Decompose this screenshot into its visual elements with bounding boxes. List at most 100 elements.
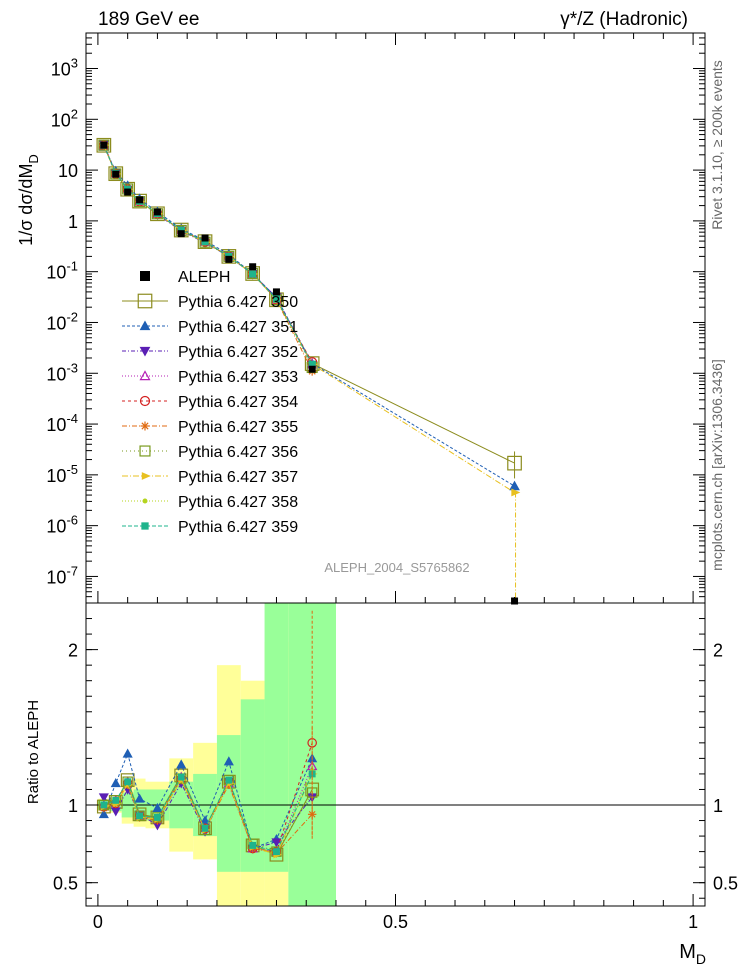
series-group [96,137,522,471]
y-tick-label: 103 [51,56,78,80]
ratio-plot-frame [85,602,706,907]
y-tick-base: 10 [51,60,71,80]
aleph-data-point [136,196,144,204]
axis-title-part: 1/σ dσ/dM [16,164,36,246]
band-inner-bin [216,735,241,872]
legend-label: Pythia 6.427 355 [178,419,298,436]
y-tick-label: 10-1 [46,259,78,283]
legend-label: Pythia 6.427 351 [178,319,298,336]
aleph-data-point [225,255,233,263]
y-tick-exponent: 2 [71,106,78,121]
y-tick-label: 10-6 [46,513,78,537]
aleph-data-layer [100,141,519,605]
y-tick-label: 102 [51,106,78,130]
marker-open-square [137,293,153,309]
series-line [103,145,515,464]
axis-title-part: D [26,154,41,163]
marker-filled-square [124,778,132,786]
marker-filled-square [136,812,144,820]
marker-open-square [96,137,112,153]
y-tick-label: 10 [58,161,78,181]
ratio-y-tick-label-right: 1 [713,796,723,816]
legend: ALEPH Pythia 6.427 350 Pythia 6.427 351 Pyt… [122,269,298,536]
legend-marker-aleph [140,271,150,281]
mcplots-label: mcplots.cern.ch [arXiv:1306.3436] [709,359,725,571]
aleph-data-point [177,230,185,238]
series-group [98,139,318,374]
marker-filled-square [177,773,185,781]
legend-label: Pythia 6.427 356 [178,444,298,461]
y-tick-exponent: -7 [66,563,78,578]
marker-triangle-up [98,809,109,819]
aleph-data-point [201,234,209,242]
ratio-y-tick-label: 2 [68,641,78,661]
y-tick-exponent: -1 [66,259,78,274]
ratio-y-tick-label: 1 [68,796,78,816]
marker-triangle-up [176,759,187,769]
series-line [103,144,515,493]
y-tick-label: 10-7 [46,563,78,587]
series-group [98,141,520,491]
y-tick-exponent: -2 [66,309,78,324]
y-tick-label: 10-4 [46,411,78,435]
marker-open-circle [139,395,151,407]
y-tick-exponent: -6 [66,513,78,528]
y-tick-base: 10 [46,313,66,333]
band-inner-bin [133,789,146,818]
ratio-y-tick-label-right: 0.5 [713,874,738,894]
y-tick-base: 10 [46,466,66,486]
legend-label: Pythia 6.427 357 [178,469,298,486]
aleph-data-point [308,365,316,373]
axis-title-part: M [679,941,696,963]
x-tick-label: 0.5 [383,912,408,932]
series-group [99,140,317,376]
y-tick-base: 10 [51,110,71,130]
marker-filled-square [249,841,257,849]
aleph-data-point [112,170,120,178]
y-tick-label: 10-2 [46,309,78,333]
marker-open-triangle [139,370,151,381]
y-tick-exponent: -3 [66,360,78,375]
y-tick-exponent: -5 [66,462,78,477]
aleph-data-point [249,263,257,271]
y-tick-exponent: 3 [71,56,78,71]
marker-filled-square [112,796,120,804]
marker-filled-square [225,776,233,784]
legend-label: Pythia 6.427 350 [178,294,298,311]
header-right: γ*/Z (Hadronic) [560,9,688,30]
marker-filled-square [201,824,209,832]
aleph-data-point [124,188,132,196]
marker-star-stroke [141,422,149,430]
y-tick-base: 10 [46,567,66,587]
tick-layer: 10310210110-110-210-310-410-510-610-70.5… [16,32,738,967]
ratio-uncertainty-bands [97,603,336,906]
rivet-version-label: Rivet 3.1.10, ≥ 200k events [709,60,725,230]
marker-triangle-up [509,480,520,491]
marker-triangle-right [141,472,151,480]
y-tick-base: 10 [46,364,66,384]
legend-label: Pythia 6.427 354 [178,394,298,411]
x-axis-title: MD [679,941,706,967]
aleph-data-point [100,141,108,149]
ratio-series-line [103,780,313,850]
marker-triangle-down [98,793,109,803]
series-group [100,141,521,497]
main-plot-frame [85,32,706,604]
marker-open-square [139,445,151,457]
marker-triangle-up [134,793,145,803]
marker-filled-square [273,848,280,856]
y-tick-label: 10-5 [46,462,78,486]
marker-filled-square [272,295,281,303]
header-left: 189 GeV ee [98,9,199,30]
ratio-y-tick-label-right: 2 [713,641,723,661]
analysis-label: ALEPH_2004_S5765862 [324,560,469,575]
y-tick-label: 10-3 [46,360,78,384]
marker-triangle-up [152,802,163,812]
marker-filled-square [249,270,257,278]
legend-label-aleph: ALEPH [178,269,230,286]
y-tick-label: 1 [68,212,78,232]
y-tick-base: 10 [46,517,66,537]
marker-star [140,421,150,431]
marker-filled-square [100,801,108,809]
